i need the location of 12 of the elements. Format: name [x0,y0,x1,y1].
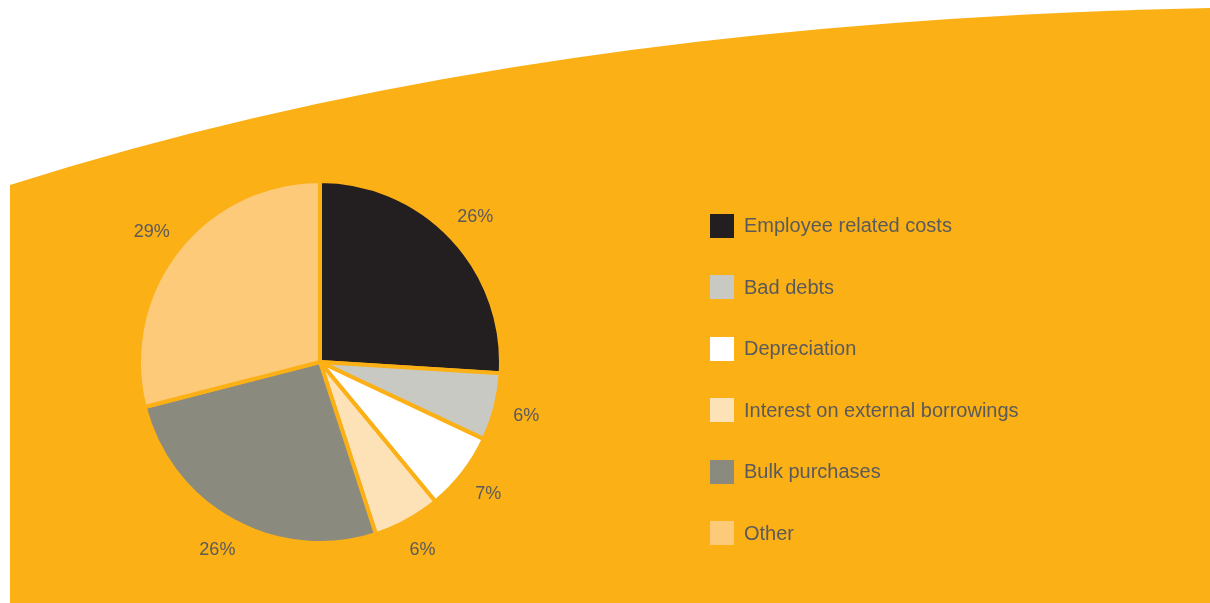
data-label: 26% [457,206,494,227]
legend-label: Interest on external borrowings [744,398,1019,422]
data-label: 6% [409,538,436,559]
data-label: 7% [475,482,502,503]
legend-label: Bulk purchases [744,460,881,484]
data-label: 29% [133,221,170,242]
legend-label: Employee related costs [744,214,952,238]
data-label: 6% [513,404,540,425]
data-label: 26% [199,538,236,559]
legend-label: Depreciation [744,337,857,361]
legend-label: Bad debts [744,275,835,299]
legend-label: Other [744,521,795,545]
